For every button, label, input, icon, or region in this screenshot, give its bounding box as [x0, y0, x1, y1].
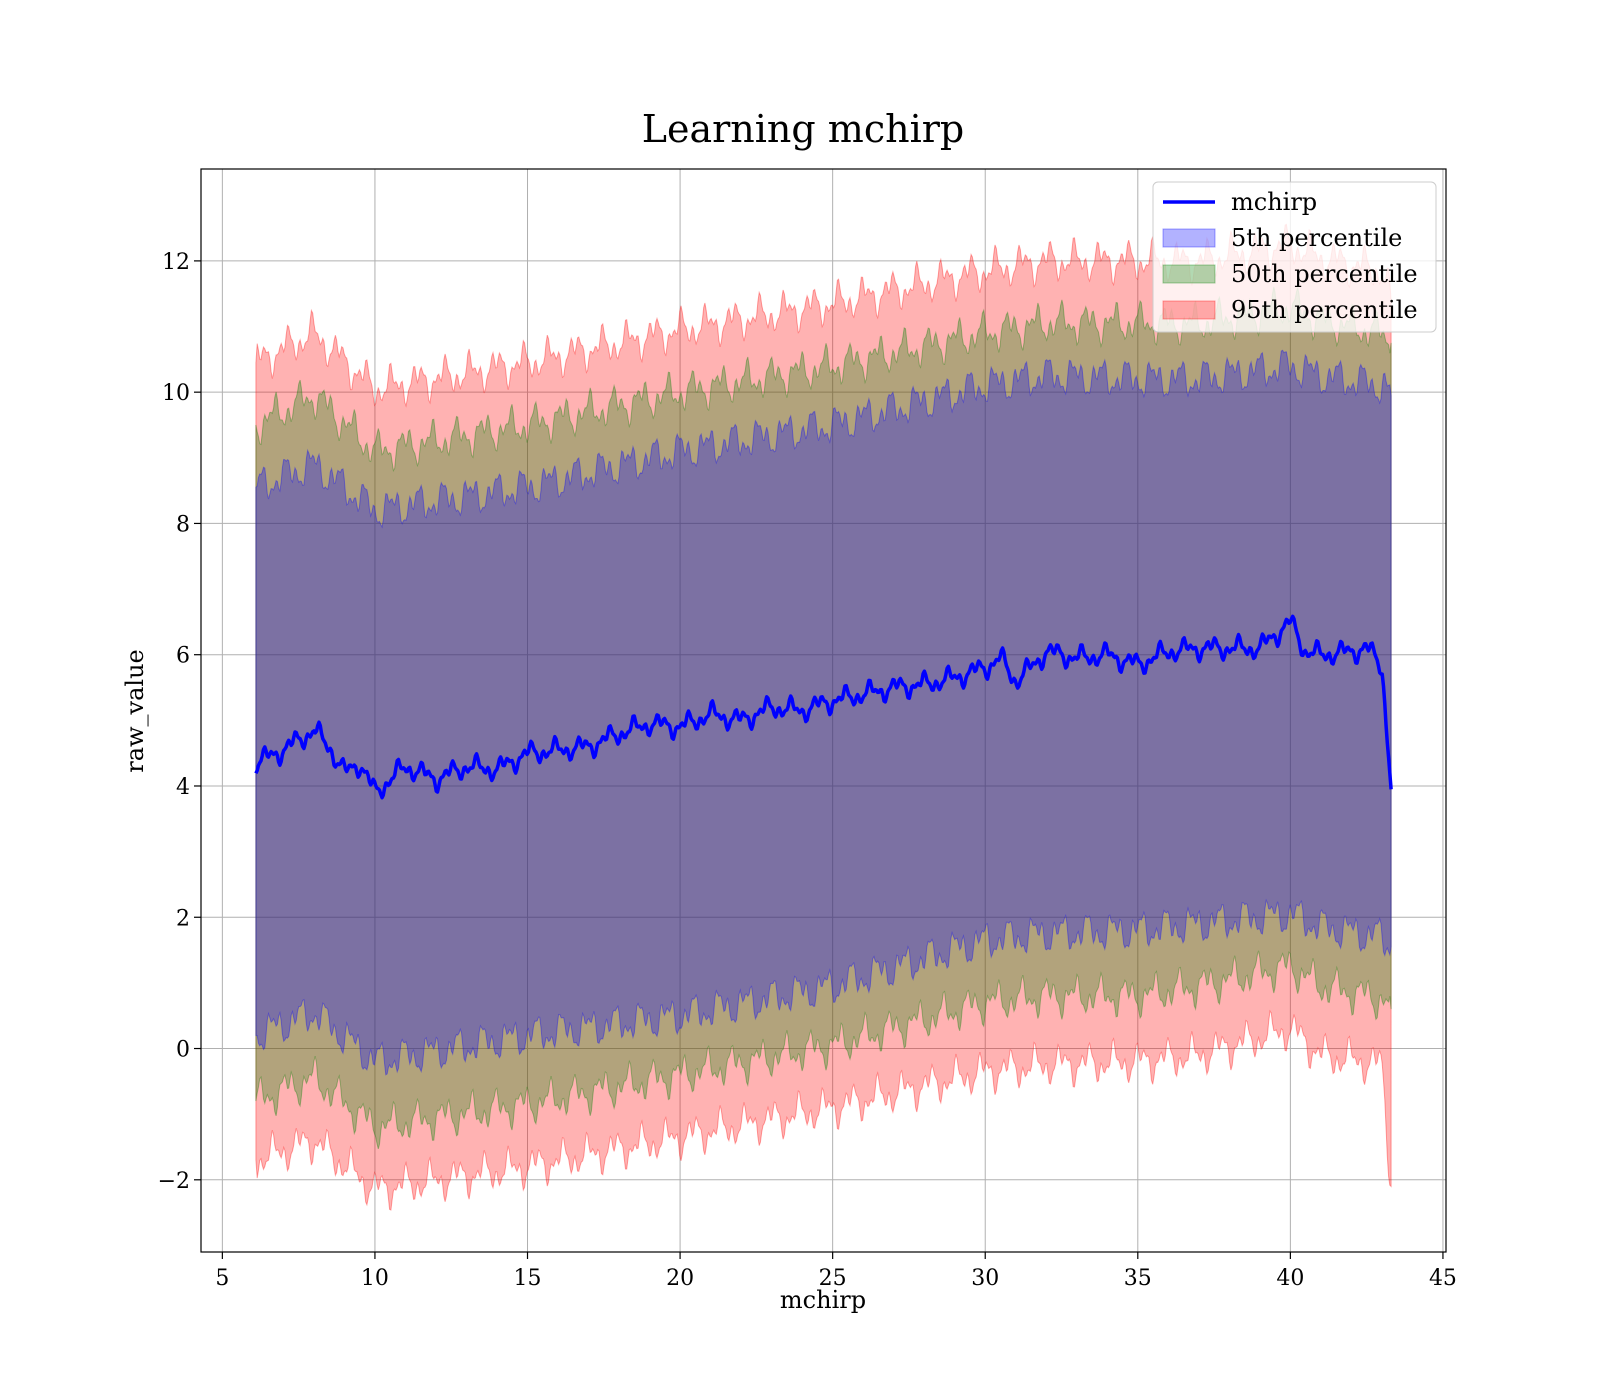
- legend-swatch-95th-percentile: [1162, 300, 1216, 320]
- x-tick-label-7: 40: [1276, 1266, 1304, 1291]
- line-mchirp: [254, 614, 1393, 800]
- x-axis: 5 10 15 20 25 30 35 40 45: [215, 1252, 1457, 1291]
- y-tick-label-4: 6: [176, 644, 190, 669]
- y-tick-label-0: −2: [158, 1169, 190, 1194]
- legend-label-5th-percentile: 5th percentile: [1231, 224, 1402, 252]
- x-tick-label-5: 30: [971, 1266, 999, 1291]
- legend-label-95th-percentile: 95th percentile: [1231, 296, 1418, 324]
- band-5th-percentile: [255, 349, 1392, 1076]
- y-axis-label: raw_value: [121, 649, 149, 773]
- x-tick-label-4: 25: [819, 1266, 847, 1291]
- x-tick-label-3: 20: [666, 1266, 694, 1291]
- x-axis-label: mchirp: [780, 1286, 866, 1314]
- y-tick-label-5: 8: [176, 512, 190, 537]
- legend-swatch-50th-percentile: [1162, 264, 1216, 284]
- y-axis: −2 0 2 4 6 8 10 12: [158, 250, 201, 1194]
- percentile-bands: [255, 223, 1392, 1211]
- plot-frame: [200, 168, 1447, 1253]
- y-tick-label-3: 4: [176, 775, 190, 800]
- y-tick-label-2: 2: [176, 906, 190, 931]
- band-50th-percentile: [255, 286, 1392, 1150]
- legend-label-50th-percentile: 50th percentile: [1231, 260, 1418, 288]
- band-95th-percentile: [255, 223, 1392, 1211]
- x-tick-label-8: 45: [1429, 1266, 1457, 1291]
- legend-box: [1152, 181, 1437, 333]
- y-tick-label-6: 10: [162, 381, 190, 406]
- legend-label-mchirp: mchirp: [1231, 188, 1317, 216]
- legend-swatch-5th-percentile: [1162, 228, 1216, 248]
- x-tick-label-0: 5: [215, 1266, 229, 1291]
- series-lines: [254, 614, 1393, 800]
- grid: [201, 169, 1446, 1252]
- legend: mchirp 5th percentile 50th percentile 95th …: [1152, 181, 1437, 333]
- x-tick-label-1: 10: [361, 1266, 389, 1291]
- chart-title: Learning mchirp: [642, 107, 964, 151]
- x-tick-label-6: 35: [1124, 1266, 1152, 1291]
- y-tick-label-1: 0: [176, 1038, 190, 1063]
- x-tick-label-2: 15: [514, 1266, 542, 1291]
- y-tick-label-7: 12: [162, 250, 190, 275]
